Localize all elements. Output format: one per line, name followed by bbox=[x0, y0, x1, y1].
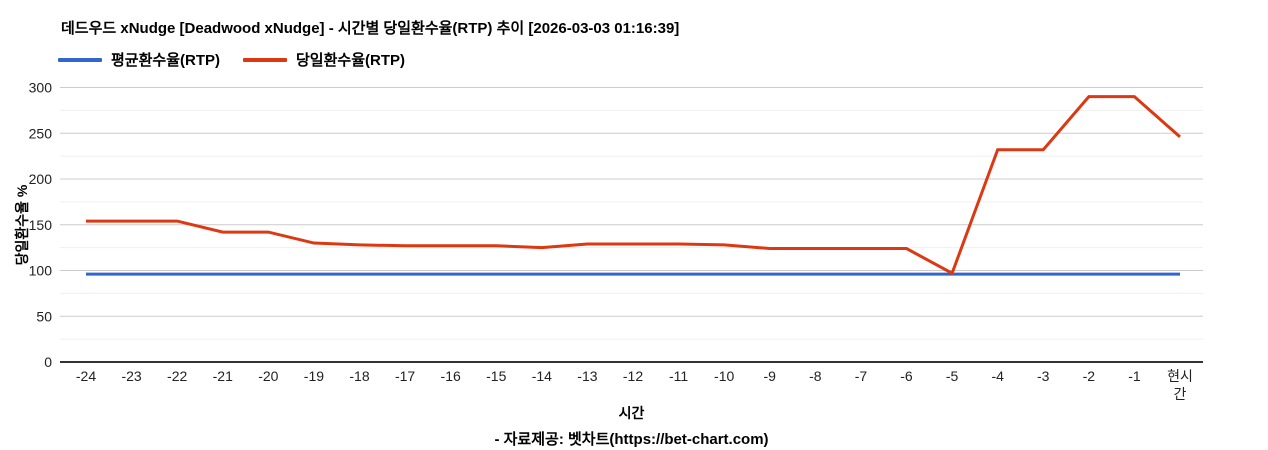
x-tick-label: -9 bbox=[764, 368, 777, 384]
legend-line-swatch bbox=[58, 57, 102, 62]
x-tick-label: -15 bbox=[486, 368, 506, 384]
legend-item-daily-rtp: 당일환수율(RTP) bbox=[243, 49, 405, 70]
x-tick-label: -12 bbox=[623, 368, 643, 384]
x-tick-label: -16 bbox=[441, 368, 461, 384]
legend-label: 평균환수율(RTP) bbox=[111, 52, 220, 69]
x-tick-label: -21 bbox=[213, 368, 233, 384]
data-source-credit: - 자료제공: 벳차트(https://bet-chart.com) bbox=[494, 431, 769, 448]
x-tick-label: -4 bbox=[991, 368, 1004, 384]
x-tick-label: -23 bbox=[121, 368, 141, 384]
chart-legend: 평균환수율(RTP) 당일환수율(RTP) bbox=[58, 49, 405, 70]
x-tick-label: -13 bbox=[577, 368, 597, 384]
y-tick-label: 300 bbox=[29, 80, 53, 96]
x-tick-label: 현시 bbox=[1167, 368, 1193, 384]
legend-line-swatch bbox=[243, 57, 287, 62]
x-tick-label: -6 bbox=[900, 368, 913, 384]
daily-rtp-line bbox=[86, 95, 1181, 276]
x-tick-label: -22 bbox=[167, 368, 187, 384]
x-tick-label: -24 bbox=[76, 368, 96, 384]
x-tick-label: -20 bbox=[258, 368, 278, 384]
x-tick-label: -3 bbox=[1037, 368, 1050, 384]
y-tick-label: 250 bbox=[29, 125, 53, 141]
x-axis-title: 시간 bbox=[618, 405, 645, 421]
y-tick-label: 200 bbox=[29, 171, 53, 187]
x-tick-label: -19 bbox=[304, 368, 324, 384]
x-tick-label: -2 bbox=[1083, 368, 1096, 384]
x-tick-label: -18 bbox=[349, 368, 369, 384]
x-tick-label: -8 bbox=[809, 368, 822, 384]
legend-label: 당일환수율(RTP) bbox=[296, 52, 405, 69]
x-tick-label: 간 bbox=[1174, 386, 1187, 402]
chart-title: 데드우드 xNudge [Deadwood xNudge] - 시간별 당일환수… bbox=[61, 20, 680, 37]
x-tick-label: -17 bbox=[395, 368, 415, 384]
x-tick-label: -10 bbox=[714, 368, 734, 384]
y-axis-title: 당일환수율 % bbox=[14, 184, 30, 266]
y-tick-label: 100 bbox=[29, 263, 53, 279]
y-tick-label: 50 bbox=[36, 308, 52, 324]
y-tick-label: 0 bbox=[44, 354, 52, 370]
x-tick-label: -5 bbox=[946, 368, 959, 384]
x-tick-label: -1 bbox=[1128, 368, 1141, 384]
x-tick-label: -14 bbox=[532, 368, 552, 384]
x-tick-label: -7 bbox=[855, 368, 868, 384]
x-tick-label: -11 bbox=[669, 368, 688, 384]
y-tick-label: 150 bbox=[29, 217, 53, 233]
legend-item-average-rtp: 평균환수율(RTP) bbox=[58, 49, 220, 70]
